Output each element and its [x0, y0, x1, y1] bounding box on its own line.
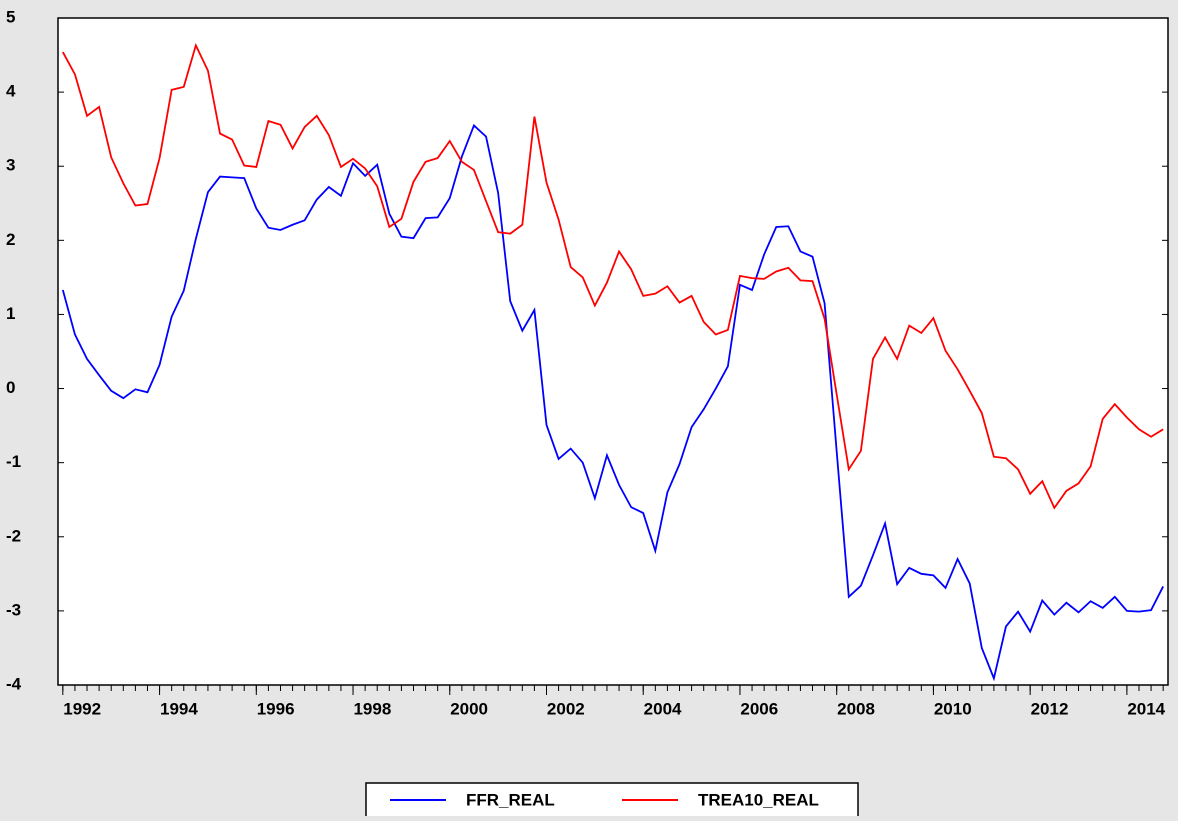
y-tick-label: -1	[6, 452, 21, 471]
x-tick-label: 2012	[1031, 699, 1069, 718]
legend-box	[365, 782, 859, 818]
x-tick-label: 2004	[644, 699, 682, 718]
y-tick-label: -3	[6, 600, 21, 619]
series-line	[62, 42, 1164, 510]
x-tick-label: 2014	[1127, 699, 1165, 718]
x-tick-label: 2002	[547, 699, 585, 718]
y-tick-label: 5	[6, 7, 15, 26]
plot-frame	[57, 17, 1169, 686]
x-tick-label: 1992	[63, 699, 101, 718]
plot-area	[58, 18, 1168, 685]
x-tick-label: 1998	[353, 699, 391, 718]
y-tick-label: 0	[6, 378, 15, 397]
y-tick-label: -2	[6, 526, 21, 545]
x-tick-label: 2000	[450, 699, 488, 718]
x-tick-label: 2010	[934, 699, 972, 718]
x-tick-label: 1996	[257, 699, 295, 718]
x-tick-label: 1994	[160, 699, 198, 718]
y-tick-label: -4	[6, 674, 22, 693]
legend-label: TREA10_REAL	[698, 790, 819, 809]
y-tick-label: 2	[6, 230, 15, 249]
x-tick-label: 2006	[740, 699, 778, 718]
plot-marks	[61, 42, 1164, 682]
y-tick-label: 4	[6, 82, 16, 101]
legend-label: FFR_REAL	[466, 790, 555, 809]
x-tick-label: 2008	[837, 699, 875, 718]
series-line	[61, 123, 1164, 682]
legend: FFR_REAL TREA10_REAL	[365, 782, 859, 818]
y-tick-label: 3	[6, 156, 15, 175]
y-tick-label: 1	[6, 304, 15, 323]
